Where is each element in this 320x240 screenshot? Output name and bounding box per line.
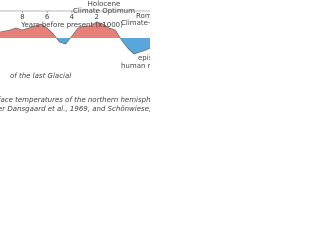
line bbox=[0, 21, 150, 55]
caption-line: face temperatures of the northern hemisp… bbox=[0, 96, 150, 104]
annotation: Climate Optimum bbox=[73, 7, 135, 15]
subtitle: of the last Glacial bbox=[10, 72, 71, 80]
x-axis-label: Years before present (x1000) bbox=[20, 21, 123, 29]
annotation: Holocene bbox=[88, 0, 121, 8]
x-tick-label: 8 bbox=[20, 13, 24, 21]
annotation: Climate-Opti bbox=[121, 19, 150, 27]
annotation: human mig bbox=[121, 62, 150, 70]
x-tick-label: 4 bbox=[70, 13, 75, 21]
annotation: Roman bbox=[136, 12, 150, 20]
area-below bbox=[0, 38, 150, 54]
x-tick-label: 2 bbox=[94, 13, 98, 21]
area-above bbox=[0, 22, 150, 38]
chart: of the last Glacial face temperatures of… bbox=[0, 0, 150, 113]
annotation: epis bbox=[138, 54, 150, 62]
caption-line: er Dansgaard et al., 1969, and Schönwies… bbox=[0, 105, 150, 113]
x-tick-label: 6 bbox=[45, 13, 50, 21]
